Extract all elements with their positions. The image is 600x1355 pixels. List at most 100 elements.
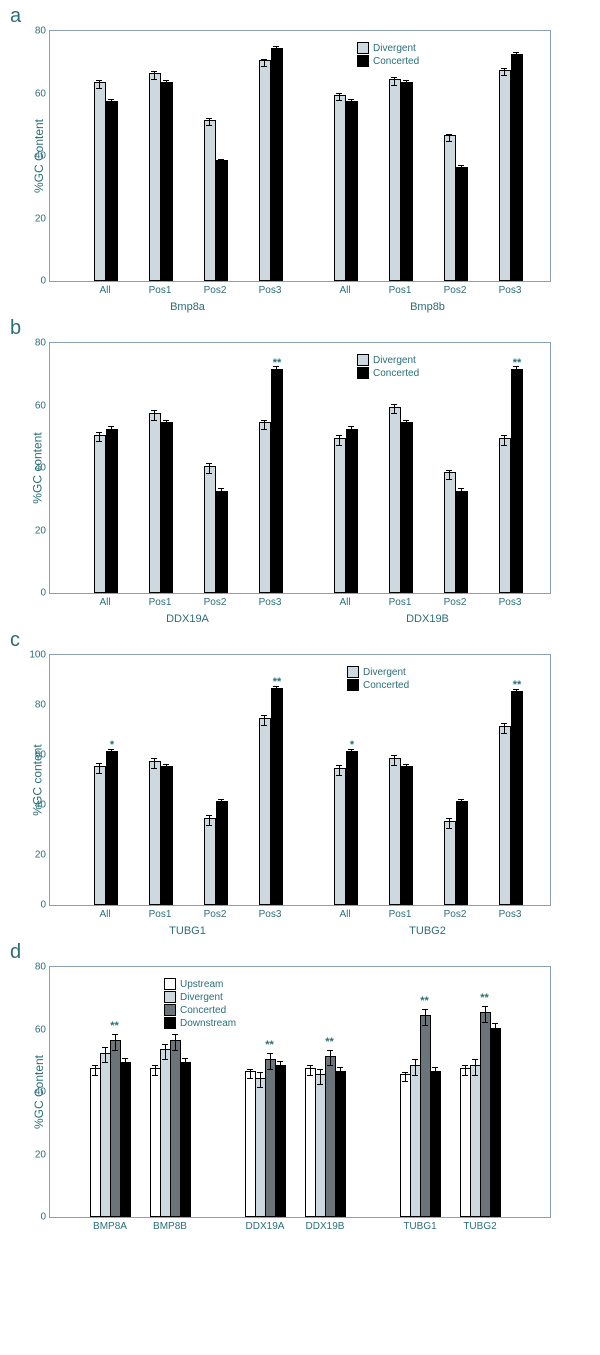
bar: [334, 438, 346, 593]
bar: [106, 101, 118, 281]
error-cap: [218, 806, 224, 807]
x-tick-label: Pos1: [389, 285, 412, 296]
error-bar: [209, 815, 210, 825]
legend-label: Concerted: [373, 56, 419, 67]
legend-swatch: [164, 978, 176, 990]
bar: [444, 821, 456, 906]
y-tick-label: 80: [22, 700, 46, 711]
error-cap: [112, 1050, 118, 1051]
y-tick-label: 60: [22, 88, 46, 99]
error-bar: [264, 420, 265, 429]
error-bar: [330, 1050, 331, 1066]
bar: [149, 413, 161, 593]
significance-marker: **: [265, 1039, 274, 1051]
bar: [334, 95, 346, 281]
bar: [456, 491, 468, 593]
bar: [216, 160, 228, 281]
error-cap: [206, 825, 212, 826]
error-cap: [336, 93, 342, 94]
bar: [499, 726, 511, 906]
error-cap: [458, 172, 464, 173]
error-bar: [264, 715, 265, 725]
bar: [161, 766, 173, 906]
y-tick-label: 0: [22, 588, 46, 599]
error-cap: [482, 1006, 488, 1007]
error-cap: [261, 66, 267, 67]
legend-swatch: [164, 1004, 176, 1016]
error-bar: [339, 765, 340, 775]
error-cap: [422, 1025, 428, 1026]
error-bar: [221, 159, 222, 167]
legend-swatch: [347, 679, 359, 691]
error-cap: [446, 828, 452, 829]
x-tick-label: All: [99, 597, 110, 608]
y-tick-label: 40: [22, 151, 46, 162]
bar: [149, 761, 161, 906]
error-cap: [163, 88, 169, 89]
error-cap: [513, 60, 519, 61]
significance-marker: **: [325, 1036, 334, 1048]
error-cap: [247, 1069, 253, 1070]
bar: [346, 429, 358, 594]
error-cap: [391, 85, 397, 86]
error-cap: [403, 88, 409, 89]
error-cap: [108, 435, 114, 436]
error-bar: [115, 1034, 116, 1050]
error-bar: [111, 426, 112, 435]
legend-item: Divergent: [347, 666, 409, 678]
legend-label: Concerted: [363, 680, 409, 691]
x-tick-label: All: [339, 909, 350, 920]
significance-marker: **: [480, 992, 489, 1004]
legend-swatch: [347, 666, 359, 678]
legend: Divergent Concerted: [345, 663, 411, 694]
error-cap: [348, 107, 354, 108]
bar: [271, 369, 283, 593]
error-bar: [95, 1065, 96, 1074]
error-cap: [218, 799, 224, 800]
bar: [161, 422, 173, 593]
error-cap: [336, 775, 342, 776]
bar: [259, 718, 271, 905]
bar: [456, 801, 468, 906]
x-tick-label: Pos3: [259, 597, 282, 608]
error-cap: [336, 765, 342, 766]
error-bar: [351, 426, 352, 435]
x-tick-label: Pos3: [499, 909, 522, 920]
error-cap: [218, 488, 224, 489]
error-cap: [267, 1053, 273, 1054]
error-cap: [102, 1062, 108, 1063]
error-bar: [221, 799, 222, 807]
error-cap: [501, 733, 507, 734]
error-cap: [403, 420, 409, 421]
x-tick-label: Pos1: [149, 909, 172, 920]
plot-area: ****: [50, 343, 550, 593]
bar: [401, 82, 413, 281]
x-tick-label: Pos2: [204, 909, 227, 920]
legend-item: Divergent: [357, 42, 419, 54]
chart-a: %GC Content 020406080 AllPos1Pos2Pos3All…: [49, 30, 551, 282]
error-cap: [151, 768, 157, 769]
plot-area: [50, 31, 550, 281]
error-bar: [99, 432, 100, 441]
bar: [271, 48, 283, 281]
error-cap: [151, 71, 157, 72]
error-bar: [504, 68, 505, 76]
significance-marker: **: [420, 995, 429, 1007]
error-bar: [111, 99, 112, 107]
error-cap: [402, 1072, 408, 1073]
error-cap: [348, 435, 354, 436]
error-bar: [435, 1067, 436, 1080]
error-cap: [218, 498, 224, 499]
error-bar: [394, 755, 395, 765]
bar: [149, 73, 161, 281]
error-cap: [267, 1069, 273, 1070]
bar: [511, 54, 523, 281]
bar: [259, 60, 271, 281]
plot-area: ************: [50, 967, 550, 1217]
error-cap: [307, 1065, 313, 1066]
error-bar: [485, 1006, 486, 1022]
error-bar: [276, 46, 277, 54]
error-cap: [513, 696, 519, 697]
bar: [106, 751, 118, 906]
error-cap: [482, 1022, 488, 1023]
